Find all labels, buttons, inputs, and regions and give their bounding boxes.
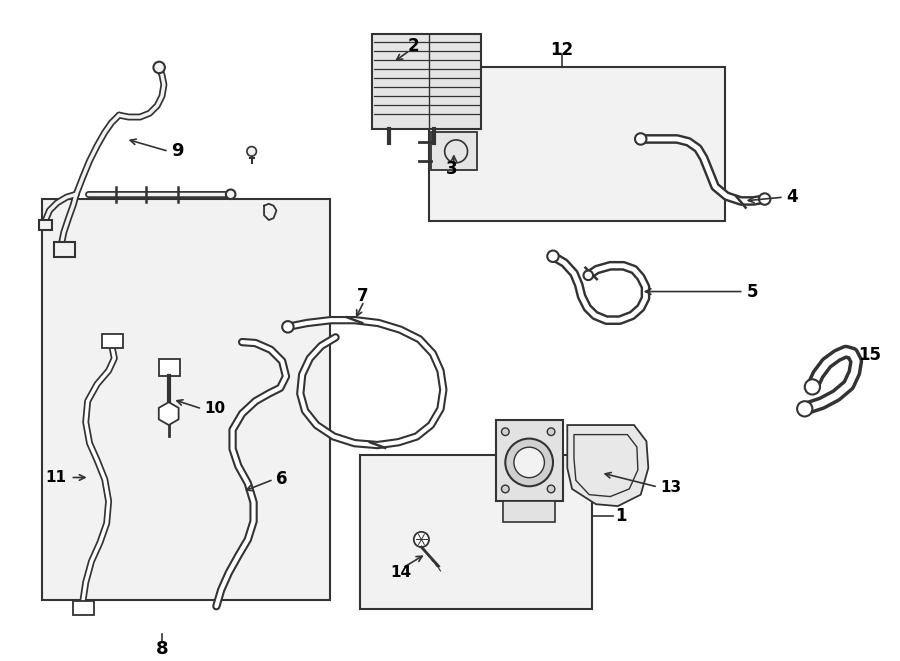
Circle shape	[247, 147, 256, 156]
Bar	[73, 602, 94, 615]
Circle shape	[547, 485, 555, 492]
Text: 6: 6	[276, 471, 288, 488]
Bar	[102, 334, 123, 348]
Circle shape	[797, 401, 813, 416]
Bar	[428, 67, 724, 221]
Text: 10: 10	[204, 401, 225, 416]
Text: 2: 2	[408, 38, 419, 56]
Polygon shape	[567, 425, 648, 506]
Bar	[159, 359, 180, 376]
Text: 15: 15	[858, 346, 881, 364]
Text: 14: 14	[390, 565, 411, 580]
Text: 1: 1	[616, 508, 627, 525]
Text: 4: 4	[787, 188, 798, 206]
Bar	[39, 220, 52, 229]
Text: 8: 8	[156, 640, 168, 658]
Circle shape	[759, 193, 770, 205]
Circle shape	[805, 379, 820, 395]
Bar	[431, 132, 477, 171]
Polygon shape	[158, 402, 178, 425]
Circle shape	[547, 428, 555, 436]
Circle shape	[283, 321, 293, 332]
Circle shape	[445, 140, 467, 163]
Circle shape	[226, 190, 236, 199]
Bar	[503, 501, 555, 522]
Bar	[360, 455, 591, 609]
Text: 5: 5	[747, 282, 758, 301]
Text: 13: 13	[661, 479, 682, 494]
Bar	[54, 242, 76, 257]
Circle shape	[547, 251, 559, 262]
Bar	[496, 420, 562, 501]
Bar	[372, 34, 482, 130]
Text: 9: 9	[172, 142, 184, 161]
Bar	[42, 200, 329, 600]
Polygon shape	[574, 434, 638, 496]
Circle shape	[583, 270, 593, 280]
Circle shape	[635, 134, 646, 145]
Circle shape	[514, 447, 544, 478]
Text: 3: 3	[446, 159, 458, 178]
Circle shape	[153, 61, 165, 73]
Text: 7: 7	[356, 288, 368, 305]
Text: 12: 12	[550, 41, 573, 59]
Circle shape	[501, 428, 509, 436]
Text: 11: 11	[46, 470, 67, 485]
Circle shape	[501, 485, 509, 492]
Circle shape	[505, 439, 553, 486]
Circle shape	[414, 532, 429, 547]
